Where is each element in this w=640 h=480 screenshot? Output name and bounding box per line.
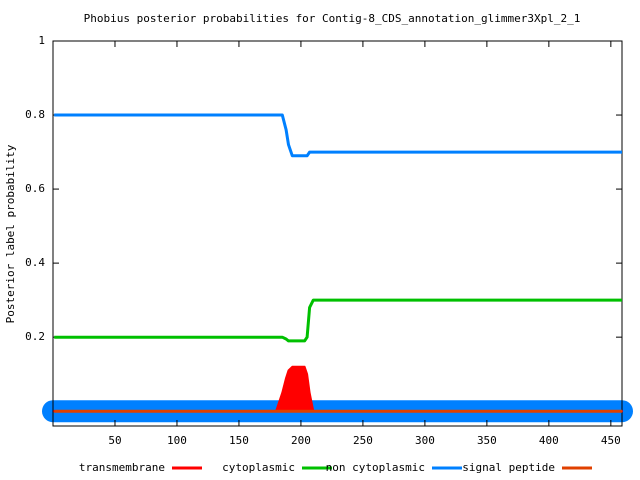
x-tick-label: 350 bbox=[477, 434, 497, 447]
legend-label: transmembrane bbox=[79, 461, 165, 474]
x-tick-label: 400 bbox=[539, 434, 559, 447]
x-tick-label: 250 bbox=[353, 434, 373, 447]
y-tick-label: 1 bbox=[38, 34, 45, 47]
x-tick-label: 200 bbox=[291, 434, 311, 447]
y-axis-label: Posterior label probability bbox=[4, 144, 17, 323]
y-tick-label: 0.4 bbox=[25, 256, 45, 269]
legend-label: cytoplasmic bbox=[222, 461, 295, 474]
x-tick-label: 450 bbox=[601, 434, 621, 447]
x-tick-label: 300 bbox=[415, 434, 435, 447]
chart-title: Phobius posterior probabilities for Cont… bbox=[84, 12, 581, 25]
x-tick-label: 50 bbox=[108, 434, 121, 447]
x-tick-label: 100 bbox=[167, 434, 187, 447]
y-tick-label: 0.6 bbox=[25, 182, 45, 195]
legend-label: non cytoplasmic bbox=[326, 461, 425, 474]
y-tick-label: 0.8 bbox=[25, 108, 45, 121]
legend-label: signal peptide bbox=[462, 461, 555, 474]
y-tick-label: 0.2 bbox=[25, 330, 45, 343]
plot-frame bbox=[52, 40, 623, 427]
series-line bbox=[54, 298, 622, 343]
series-line bbox=[54, 113, 622, 158]
x-tick-label: 150 bbox=[229, 434, 249, 447]
